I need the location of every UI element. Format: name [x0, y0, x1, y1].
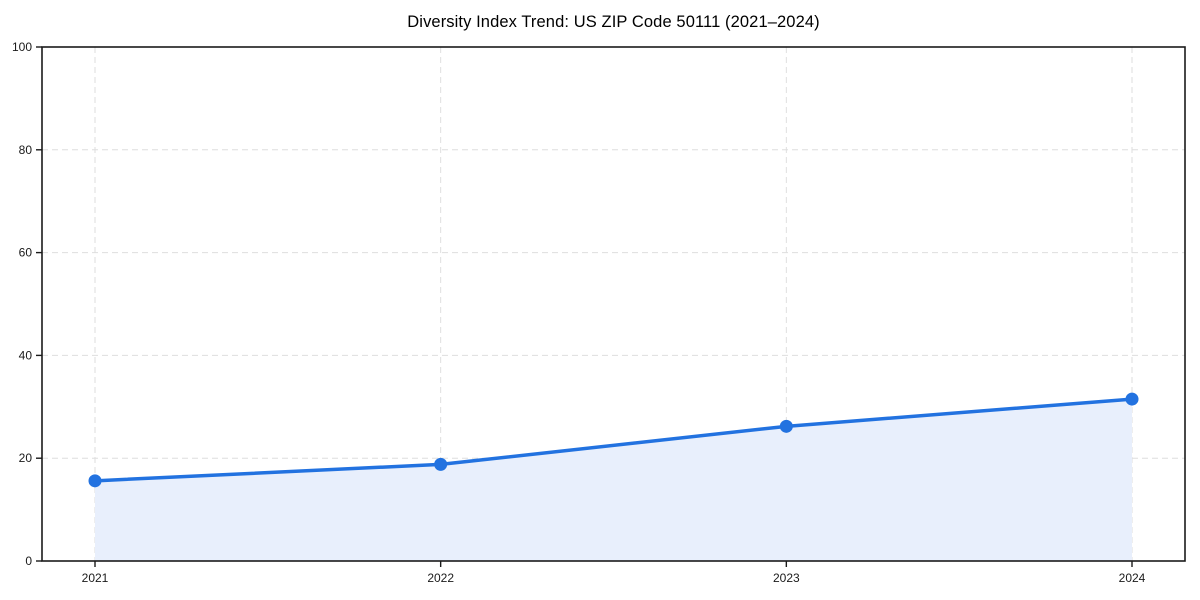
data-point-marker [779, 419, 793, 433]
plot-border [41, 46, 1186, 562]
trend-line [93, 397, 1134, 483]
y-tick-label: 40 [19, 348, 33, 362]
area-fill [95, 399, 1132, 561]
data-point-marker [434, 457, 448, 471]
x-tick-label: 2024 [1119, 571, 1146, 585]
x-tick-label: 2021 [82, 571, 109, 585]
y-tick-label: 20 [19, 451, 33, 465]
y-tick-label: 60 [19, 246, 33, 260]
y-tick-label: 0 [25, 554, 32, 568]
x-tick-label: 2023 [773, 571, 800, 585]
data-point-marker [1125, 392, 1139, 406]
chart-title: Diversity Index Trend: US ZIP Code 50111… [407, 13, 820, 31]
y-tick-label: 100 [12, 40, 32, 54]
x-tick-label: 2022 [427, 571, 454, 585]
data-point-marker [88, 474, 102, 488]
y-tick-label: 80 [19, 143, 33, 157]
